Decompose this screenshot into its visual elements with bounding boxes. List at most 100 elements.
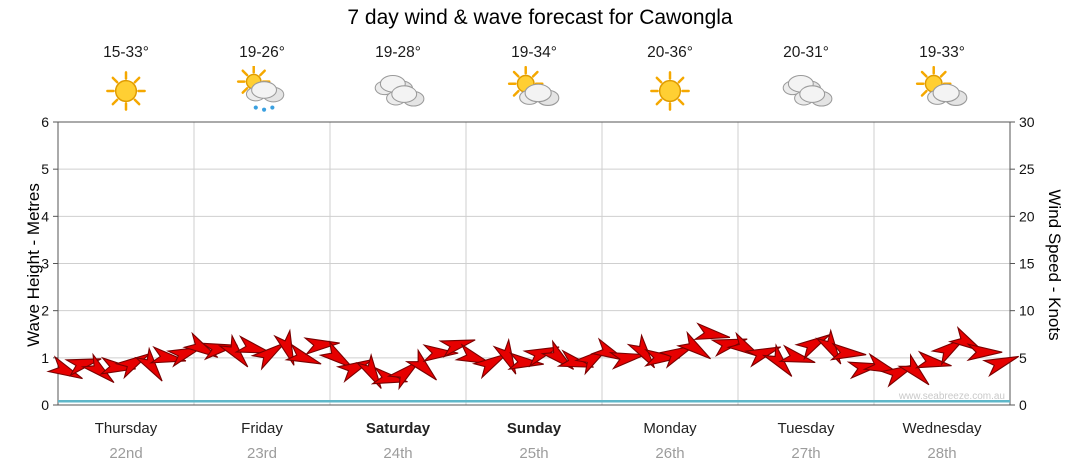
- day-name: Friday: [241, 420, 283, 437]
- cloud-icon: [519, 83, 560, 107]
- wind-arrow: [303, 337, 340, 356]
- cloud-icon: [927, 83, 968, 107]
- right-tick-label: 0: [1019, 397, 1027, 413]
- wind-arrow: [284, 343, 322, 365]
- wind-arrow: [318, 340, 354, 369]
- day-name: Thursday: [94, 420, 158, 437]
- wind-arrow: [930, 337, 966, 366]
- day-temperature: 20-36°: [647, 44, 693, 61]
- wind-arrow: [744, 346, 782, 368]
- wind-arrow: [966, 343, 1003, 362]
- left-tick-label: 6: [41, 114, 49, 130]
- day-name: Monday: [643, 420, 697, 437]
- weather-icon-sun-cloud-rain: [236, 64, 285, 112]
- right-tick-label: 10: [1019, 303, 1035, 319]
- wind-arrow: [134, 346, 163, 382]
- left-tick-label: 2: [41, 303, 49, 319]
- left-axis-title: Wave Height - Metres: [24, 183, 43, 347]
- weather-icon-cloudy: [374, 74, 425, 107]
- wind-arrow: [234, 335, 272, 354]
- wind-arrow: [355, 353, 382, 389]
- sun-icon: [650, 71, 690, 111]
- watermark: www.seabreeze.com.au: [898, 391, 1005, 402]
- wind-arrow: [507, 352, 544, 370]
- page-title: 7 day wind & wave forecast for Cawongla: [347, 6, 733, 29]
- wind-arrow: [182, 331, 219, 358]
- wind-arrow: [897, 353, 930, 386]
- day-name: Saturday: [365, 420, 431, 437]
- weather-icon-sunny: [106, 71, 146, 111]
- wind-arrow: [273, 328, 295, 366]
- wind-arrow: [422, 344, 459, 363]
- left-tick-label: 4: [41, 208, 49, 224]
- wind-arrow: [250, 342, 286, 371]
- wind-arrow: [217, 333, 249, 368]
- weather-icon-cloudy: [782, 74, 833, 107]
- wind-arrow: [80, 352, 115, 384]
- right-tick-label: 25: [1019, 161, 1035, 177]
- wind-arrow: [454, 343, 492, 365]
- wind-arrow: [676, 330, 711, 360]
- day-icon-box: [777, 66, 835, 116]
- day-icon-box: [505, 65, 563, 116]
- cloud-icon: [245, 81, 285, 103]
- day-icon-box: [97, 66, 155, 116]
- right-tick-label: 30: [1019, 114, 1035, 130]
- wind-arrow: [626, 333, 656, 369]
- wind-arrow: [778, 344, 816, 364]
- sun-icon: [106, 71, 146, 111]
- right-tick-label: 15: [1019, 256, 1035, 272]
- weather-icon-sun-cloud: [915, 65, 968, 107]
- day-name: Sunday: [506, 420, 562, 437]
- wind-arrow: [166, 346, 204, 368]
- day-temperature: 20-31°: [783, 44, 829, 61]
- cloud-icon: [794, 85, 833, 107]
- left-tick-label: 3: [41, 256, 49, 272]
- day-date: 26th: [655, 445, 685, 462]
- wind-arrow: [386, 359, 421, 391]
- wind-arrow: [693, 322, 731, 341]
- day-date: 27th: [791, 445, 821, 462]
- weather-icon-sun-cloud: [507, 65, 560, 107]
- rain-icon: [253, 105, 275, 112]
- right-tick-label: 5: [1019, 350, 1027, 366]
- day-icon-box: [369, 66, 427, 116]
- day-date: 25th: [519, 445, 549, 462]
- wind-arrow: [914, 350, 952, 369]
- wind-arrow: [761, 343, 793, 377]
- wind-arrow: [862, 352, 900, 375]
- wind-arrow: [658, 344, 695, 369]
- left-tick-label: 0: [41, 397, 49, 413]
- wind-arrow: [492, 337, 517, 375]
- day-temperature: 15-33°: [103, 44, 149, 61]
- wind-arrow: [522, 346, 560, 368]
- left-tick-label: 5: [41, 161, 49, 177]
- wind-arrow: [471, 353, 508, 380]
- wind-arrow: [438, 339, 476, 358]
- wind-arrow: [982, 355, 1020, 378]
- right-tick-label: 20: [1019, 208, 1035, 224]
- day-temperature: 19-33°: [919, 44, 965, 61]
- day-date: 28th: [927, 445, 957, 462]
- right-axis-title: Wind Speed - Knots: [1045, 189, 1064, 341]
- wind-arrow: [815, 328, 842, 365]
- wind-arrow: [644, 348, 680, 367]
- wind-arrow: [404, 348, 437, 381]
- day-date: 24th: [383, 445, 413, 462]
- cloud-icon: [386, 85, 425, 107]
- weather-icon-sunny: [650, 71, 690, 111]
- day-date: 23rd: [246, 445, 278, 462]
- wind-arrow: [556, 349, 594, 368]
- left-tick-label: 1: [41, 350, 49, 366]
- day-temperature: 19-28°: [375, 44, 421, 61]
- day-icon-box: [233, 64, 291, 116]
- wind-arrow: [608, 352, 646, 370]
- wind-arrow: [829, 342, 867, 361]
- day-icon-box: [913, 65, 971, 116]
- day-temperature: 19-34°: [511, 44, 557, 61]
- day-icon-box: [641, 66, 699, 116]
- day-name: Wednesday: [902, 420, 982, 437]
- day-date: 22nd: [109, 445, 143, 462]
